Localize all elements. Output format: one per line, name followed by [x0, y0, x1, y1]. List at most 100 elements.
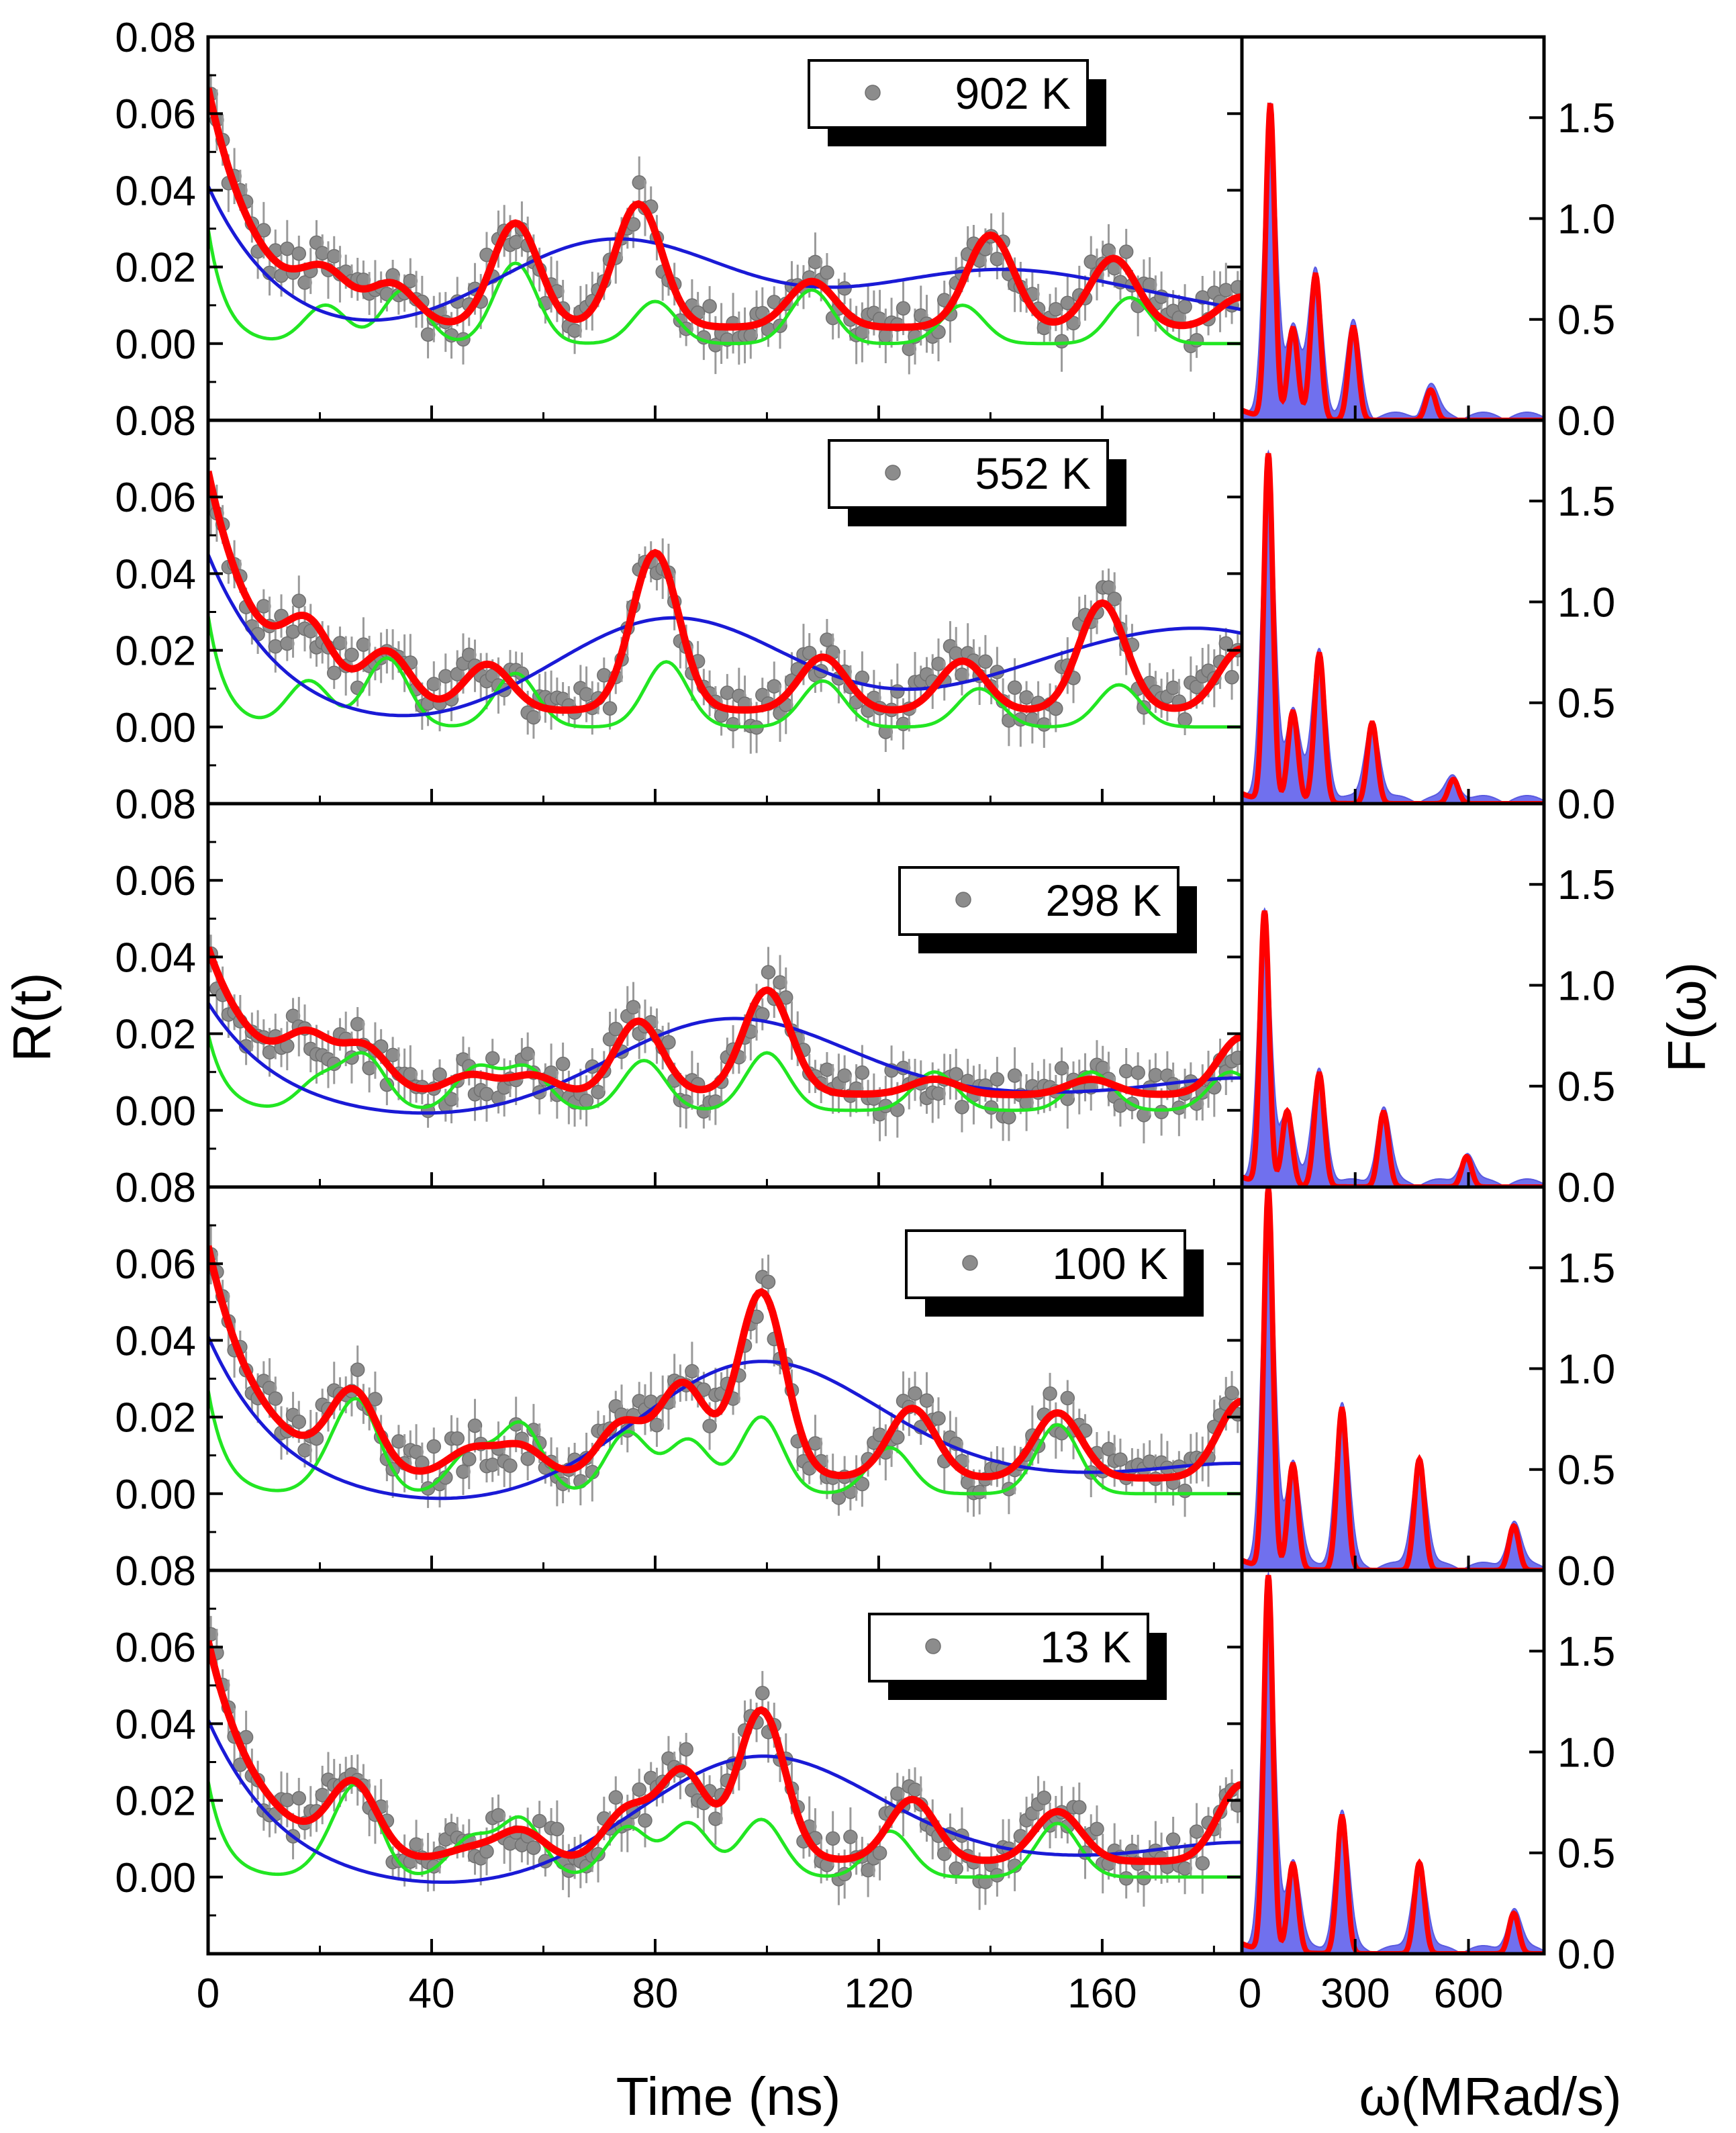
f-tick-label: 1.0 [1557, 1346, 1615, 1392]
f-tick-label: 1.0 [1557, 1729, 1615, 1776]
panel-4: 0.00 0.02 0.04 0.06 0.08 0.0 0.5 1.0 1.5 100 K [115, 1185, 1615, 1595]
y-tick-label: 0.02 [115, 1779, 196, 1825]
legend-label: 552 K [975, 448, 1091, 498]
data-point [955, 667, 969, 682]
fast-component-curve [208, 615, 1242, 729]
data-point [1177, 299, 1192, 314]
w-tick-label: 600 [1434, 1971, 1503, 2017]
f-tick-label: 0.5 [1557, 1831, 1615, 1877]
data-point [978, 654, 993, 669]
data-point [896, 301, 911, 316]
spectrum-fit-curve [1242, 910, 1544, 1187]
legend: 902 K [808, 59, 1106, 146]
y-tick-label-top: 0.08 [115, 15, 196, 61]
data-point [1113, 1452, 1128, 1467]
f-tick-label: 1.0 [1557, 196, 1615, 242]
time-domain-plot [208, 1224, 1242, 1517]
fast-component-curve [208, 1390, 1242, 1496]
data-point [520, 1451, 535, 1466]
spectrum-fill [1242, 907, 1544, 1187]
frequency-spectrum-plot [1242, 102, 1544, 420]
data-point [632, 1782, 646, 1797]
slow-component-curve [208, 1719, 1242, 1884]
data-point [1224, 669, 1239, 685]
legend-marker [865, 85, 881, 101]
data-point [890, 684, 905, 699]
legend: 552 K [828, 439, 1126, 526]
data-point [591, 1084, 606, 1100]
data-point [837, 1068, 852, 1083]
y-tick-label-boundary: 0.08 [115, 1165, 196, 1211]
spectrum-fill [1242, 102, 1544, 420]
data-point [767, 679, 782, 694]
data-point [702, 299, 717, 314]
data-point [1036, 1791, 1052, 1805]
time-domain-plot [208, 935, 1242, 1144]
data-point [1118, 244, 1134, 259]
data-point [291, 246, 307, 261]
legend-box [898, 866, 1179, 936]
data-point [485, 1051, 500, 1066]
data-point [1083, 254, 1098, 269]
panel-2: 0.00 0.02 0.04 0.06 0.08 0.0 0.5 1.0 1.5 552 K [115, 418, 1615, 828]
data-point [297, 1443, 312, 1458]
data-point [526, 710, 541, 725]
y-tick-label: 0.04 [115, 551, 196, 598]
y-tick-label: 0.04 [115, 935, 196, 981]
data-point [567, 323, 582, 338]
data-point [426, 677, 442, 692]
frequency-spectrum-plot [1242, 1187, 1544, 1570]
data-point [280, 1793, 295, 1807]
data-point [1218, 283, 1234, 297]
w-tick-label: 0 [1239, 1971, 1261, 2017]
frequency-spectrum-plot [1242, 1571, 1544, 1954]
data-point [1043, 1386, 1057, 1401]
legend-label: 298 K [1046, 875, 1161, 925]
data-point [1054, 334, 1069, 348]
x-tick-label: 0 [197, 1971, 220, 2017]
data-point [438, 669, 453, 684]
data-point [350, 1362, 365, 1377]
data-point [843, 1830, 858, 1844]
legend-marker [885, 465, 901, 481]
data-point [1165, 1832, 1181, 1847]
data-point [855, 1476, 870, 1492]
data-point [491, 1807, 506, 1823]
data-point [685, 1364, 700, 1379]
data-point [1154, 1104, 1169, 1119]
f-tick-label: 0.0 [1557, 1932, 1615, 1978]
data-point [1007, 680, 1022, 695]
data-point [761, 1274, 776, 1290]
slow-component-curve [208, 185, 1242, 322]
data-point [919, 1393, 934, 1408]
data-point [802, 645, 817, 661]
y-tick-label: 0.06 [115, 91, 196, 138]
data-point [608, 1790, 624, 1805]
f-tick-label: 1.5 [1557, 95, 1615, 142]
data-point [208, 1627, 218, 1642]
y-tick-label: 0.06 [115, 1241, 196, 1288]
data-point [268, 639, 283, 654]
legend-box [808, 59, 1089, 129]
data-point [526, 1840, 541, 1855]
data-point [602, 701, 618, 716]
spectrum-fill [1242, 449, 1544, 804]
data-point [773, 975, 787, 990]
data-point [1177, 1483, 1192, 1499]
data-point [820, 1062, 834, 1077]
x-tick-label: 160 [1067, 1971, 1137, 2017]
y-tick-label: 0.00 [115, 705, 196, 751]
data-point [391, 1434, 406, 1449]
frequency-spectrum-plot [1242, 907, 1544, 1187]
f-tick-label: 0.0 [1557, 781, 1615, 828]
data-point [291, 1791, 307, 1806]
data-point [955, 1100, 969, 1115]
data-point [872, 1846, 887, 1860]
data-point [1177, 1861, 1192, 1876]
f-tick-label: 0.0 [1557, 1165, 1615, 1211]
y-tick-label: 0.00 [115, 1088, 196, 1135]
y-tick-label: 0.02 [115, 1012, 196, 1058]
data-point [702, 1419, 717, 1433]
data-point [532, 1813, 547, 1829]
data-point [990, 251, 1005, 267]
